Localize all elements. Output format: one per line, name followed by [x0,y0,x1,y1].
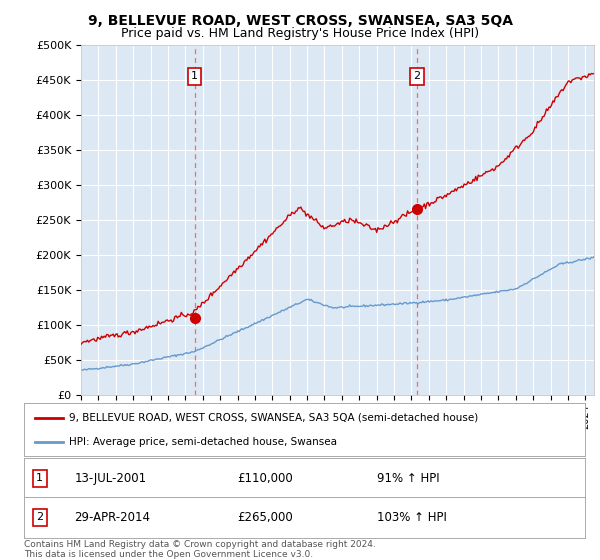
Text: £110,000: £110,000 [237,472,293,485]
Text: 2: 2 [413,71,421,81]
Text: Contains HM Land Registry data © Crown copyright and database right 2024.
This d: Contains HM Land Registry data © Crown c… [24,540,376,559]
Text: 9, BELLEVUE ROAD, WEST CROSS, SWANSEA, SA3 5QA (semi-detached house): 9, BELLEVUE ROAD, WEST CROSS, SWANSEA, S… [69,413,478,423]
Text: 1: 1 [36,473,43,483]
Text: 103% ↑ HPI: 103% ↑ HPI [377,511,448,524]
Text: 91% ↑ HPI: 91% ↑ HPI [377,472,440,485]
Text: 2: 2 [36,512,43,522]
Text: £265,000: £265,000 [237,511,293,524]
Text: 1: 1 [191,71,198,81]
Text: Price paid vs. HM Land Registry's House Price Index (HPI): Price paid vs. HM Land Registry's House … [121,27,479,40]
Text: 13-JUL-2001: 13-JUL-2001 [74,472,146,485]
Text: 9, BELLEVUE ROAD, WEST CROSS, SWANSEA, SA3 5QA: 9, BELLEVUE ROAD, WEST CROSS, SWANSEA, S… [88,14,512,28]
Text: HPI: Average price, semi-detached house, Swansea: HPI: Average price, semi-detached house,… [69,437,337,447]
Text: 29-APR-2014: 29-APR-2014 [74,511,151,524]
